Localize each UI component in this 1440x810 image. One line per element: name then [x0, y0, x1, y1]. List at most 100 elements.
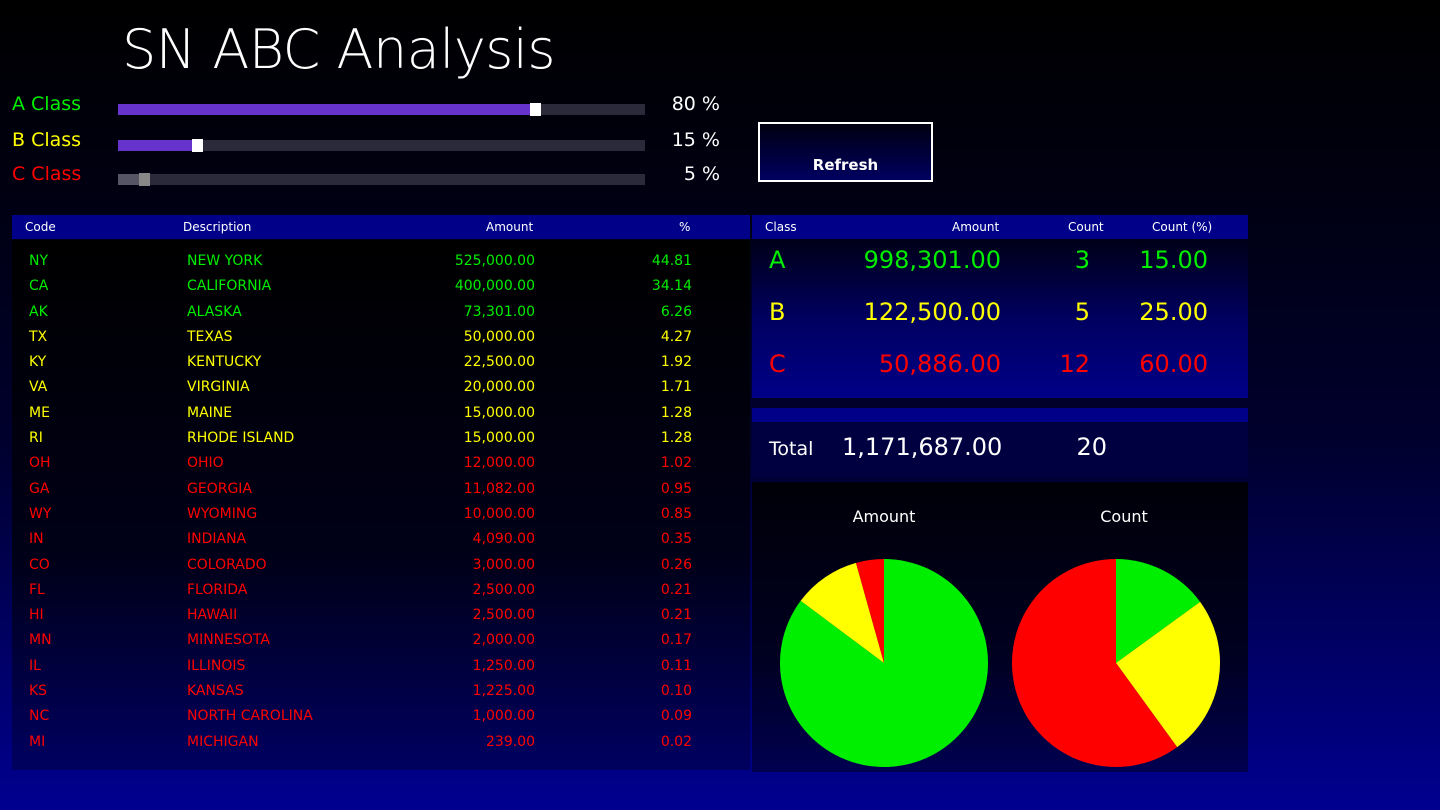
- list-item[interactable]: GA GEORGIA 11,082.00 0.95: [12, 478, 750, 503]
- summary-class: C: [769, 350, 786, 378]
- item-percent: 0.21: [660, 607, 692, 624]
- header-amount[interactable]: Amount: [486, 220, 534, 234]
- list-item[interactable]: CO COLORADO 3,000.00 0.26: [12, 554, 750, 579]
- summary-count-pct: 60.00: [1139, 350, 1208, 378]
- list-item[interactable]: IL ILLINOIS 1,250.00 0.11: [12, 655, 750, 680]
- item-code: CA: [29, 278, 49, 295]
- item-code: MI: [29, 733, 46, 750]
- total-count: 20: [1076, 433, 1107, 461]
- header-count-pct: Count (%): [1152, 220, 1213, 234]
- item-description: OHIO: [187, 455, 224, 472]
- item-description: VIRGINIA: [187, 379, 250, 396]
- list-item[interactable]: ME MAINE 15,000.00 1.28: [12, 402, 750, 427]
- items-list: NY NEW YORK 525,000.00 44.81 CA CALIFORNIA 400…: [12, 250, 750, 756]
- list-item[interactable]: IN INDIANA 4,090.00 0.35: [12, 528, 750, 553]
- item-description: ALASKA: [187, 303, 242, 320]
- list-item[interactable]: NC NORTH CAROLINA 1,000.00 0.09: [12, 705, 750, 730]
- slider-thumb[interactable]: [529, 103, 541, 116]
- slider-fill: [118, 104, 540, 115]
- item-amount: 4,090.00: [472, 531, 535, 548]
- slider-fill: [118, 140, 197, 151]
- item-amount: 20,000.00: [463, 379, 535, 396]
- list-item[interactable]: WY WYOMING 10,000.00 0.85: [12, 503, 750, 528]
- summary-row-b: B 122,500.00 5 25.00: [752, 298, 1248, 348]
- slider-row-a: A Class 80 %: [12, 93, 732, 123]
- item-amount: 1,250.00: [472, 657, 535, 674]
- list-item[interactable]: AK ALASKA 73,301.00 6.26: [12, 301, 750, 326]
- threshold-slider[interactable]: [118, 103, 645, 116]
- slider-thumb[interactable]: [191, 139, 203, 152]
- refresh-button[interactable]: Refresh: [758, 122, 933, 182]
- slider-value: 5 %: [683, 163, 720, 185]
- item-percent: 0.26: [660, 556, 692, 573]
- item-description: KENTUCKY: [187, 354, 262, 371]
- list-item[interactable]: MI MICHIGAN 239.00 0.02: [12, 731, 750, 756]
- item-code: HI: [29, 607, 44, 624]
- item-code: TX: [29, 328, 48, 345]
- header-summary-amount: Amount: [952, 220, 1000, 234]
- summary-amount: 998,301.00: [863, 246, 1001, 274]
- item-code: ME: [29, 404, 50, 421]
- item-amount: 239.00: [486, 733, 535, 750]
- slider-value: 80 %: [671, 93, 720, 115]
- item-description: MINNESOTA: [187, 632, 270, 649]
- item-percent: 44.81: [651, 253, 692, 269]
- item-amount: 3,000.00: [472, 556, 535, 573]
- header-code[interactable]: Code: [25, 220, 56, 234]
- item-amount: 2,500.00: [472, 607, 535, 624]
- summary-count: 12: [1059, 350, 1090, 378]
- item-description: COLORADO: [187, 556, 267, 573]
- list-item[interactable]: CA CALIFORNIA 400,000.00 34.14: [12, 275, 750, 300]
- item-percent: 0.10: [660, 683, 692, 700]
- list-item[interactable]: NY NEW YORK 525,000.00 44.81: [12, 250, 750, 275]
- item-amount: 400,000.00: [454, 278, 535, 295]
- item-amount: 525,000.00: [454, 253, 535, 269]
- item-code: KS: [29, 683, 48, 700]
- summary-row-c: C 50,886.00 12 60.00: [752, 350, 1248, 400]
- item-percent: 1.28: [660, 404, 692, 421]
- header-description[interactable]: Description: [183, 220, 252, 234]
- list-item[interactable]: VA VIRGINIA 20,000.00 1.71: [12, 376, 750, 401]
- item-description: MAINE: [187, 404, 233, 421]
- item-percent: 0.02: [660, 733, 692, 750]
- item-code: IN: [29, 531, 44, 548]
- item-percent: 0.35: [660, 531, 692, 548]
- items-list-background: [12, 240, 750, 770]
- summary-count-pct: 25.00: [1139, 298, 1208, 326]
- list-item[interactable]: RI RHODE ISLAND 15,000.00 1.28: [12, 427, 750, 452]
- item-amount: 12,000.00: [463, 455, 535, 472]
- slider-label: C Class: [12, 163, 82, 185]
- item-amount: 15,000.00: [463, 430, 535, 447]
- item-amount: 73,301.00: [463, 303, 535, 320]
- item-description: HAWAII: [187, 607, 238, 624]
- item-code: NC: [29, 708, 50, 725]
- item-percent: 0.11: [660, 657, 692, 674]
- list-item[interactable]: MN MINNESOTA 2,000.00 0.17: [12, 629, 750, 654]
- item-percent: 0.21: [660, 581, 692, 598]
- item-code: OH: [29, 455, 51, 472]
- list-item[interactable]: OH OHIO 12,000.00 1.02: [12, 452, 750, 477]
- item-percent: 0.09: [660, 708, 692, 725]
- summary-header: Class Amount Count Count (%): [752, 215, 1248, 239]
- list-item[interactable]: FL FLORIDA 2,500.00 0.21: [12, 579, 750, 604]
- item-code: CO: [29, 556, 50, 573]
- item-code: NY: [29, 253, 49, 269]
- slider-thumb[interactable]: [138, 173, 150, 186]
- total-background: [752, 422, 1248, 477]
- item-amount: 1,000.00: [472, 708, 535, 725]
- list-item[interactable]: TX TEXAS 50,000.00 4.27: [12, 326, 750, 351]
- item-percent: 1.28: [660, 430, 692, 447]
- item-description: INDIANA: [187, 531, 247, 548]
- header-percent[interactable]: %: [679, 220, 691, 234]
- item-code: AK: [29, 303, 48, 320]
- list-item[interactable]: KS KANSAS 1,225.00 0.10: [12, 680, 750, 705]
- item-description: TEXAS: [187, 328, 233, 345]
- item-amount: 11,082.00: [463, 480, 535, 497]
- list-item[interactable]: KY KENTUCKY 22,500.00 1.92: [12, 351, 750, 376]
- list-item[interactable]: HI HAWAII 2,500.00 0.21: [12, 604, 750, 629]
- summary-count-pct: 15.00: [1139, 246, 1208, 274]
- threshold-slider[interactable]: [118, 139, 645, 152]
- item-percent: 1.71: [660, 379, 692, 396]
- item-code: GA: [29, 480, 50, 497]
- threshold-slider[interactable]: [118, 173, 645, 186]
